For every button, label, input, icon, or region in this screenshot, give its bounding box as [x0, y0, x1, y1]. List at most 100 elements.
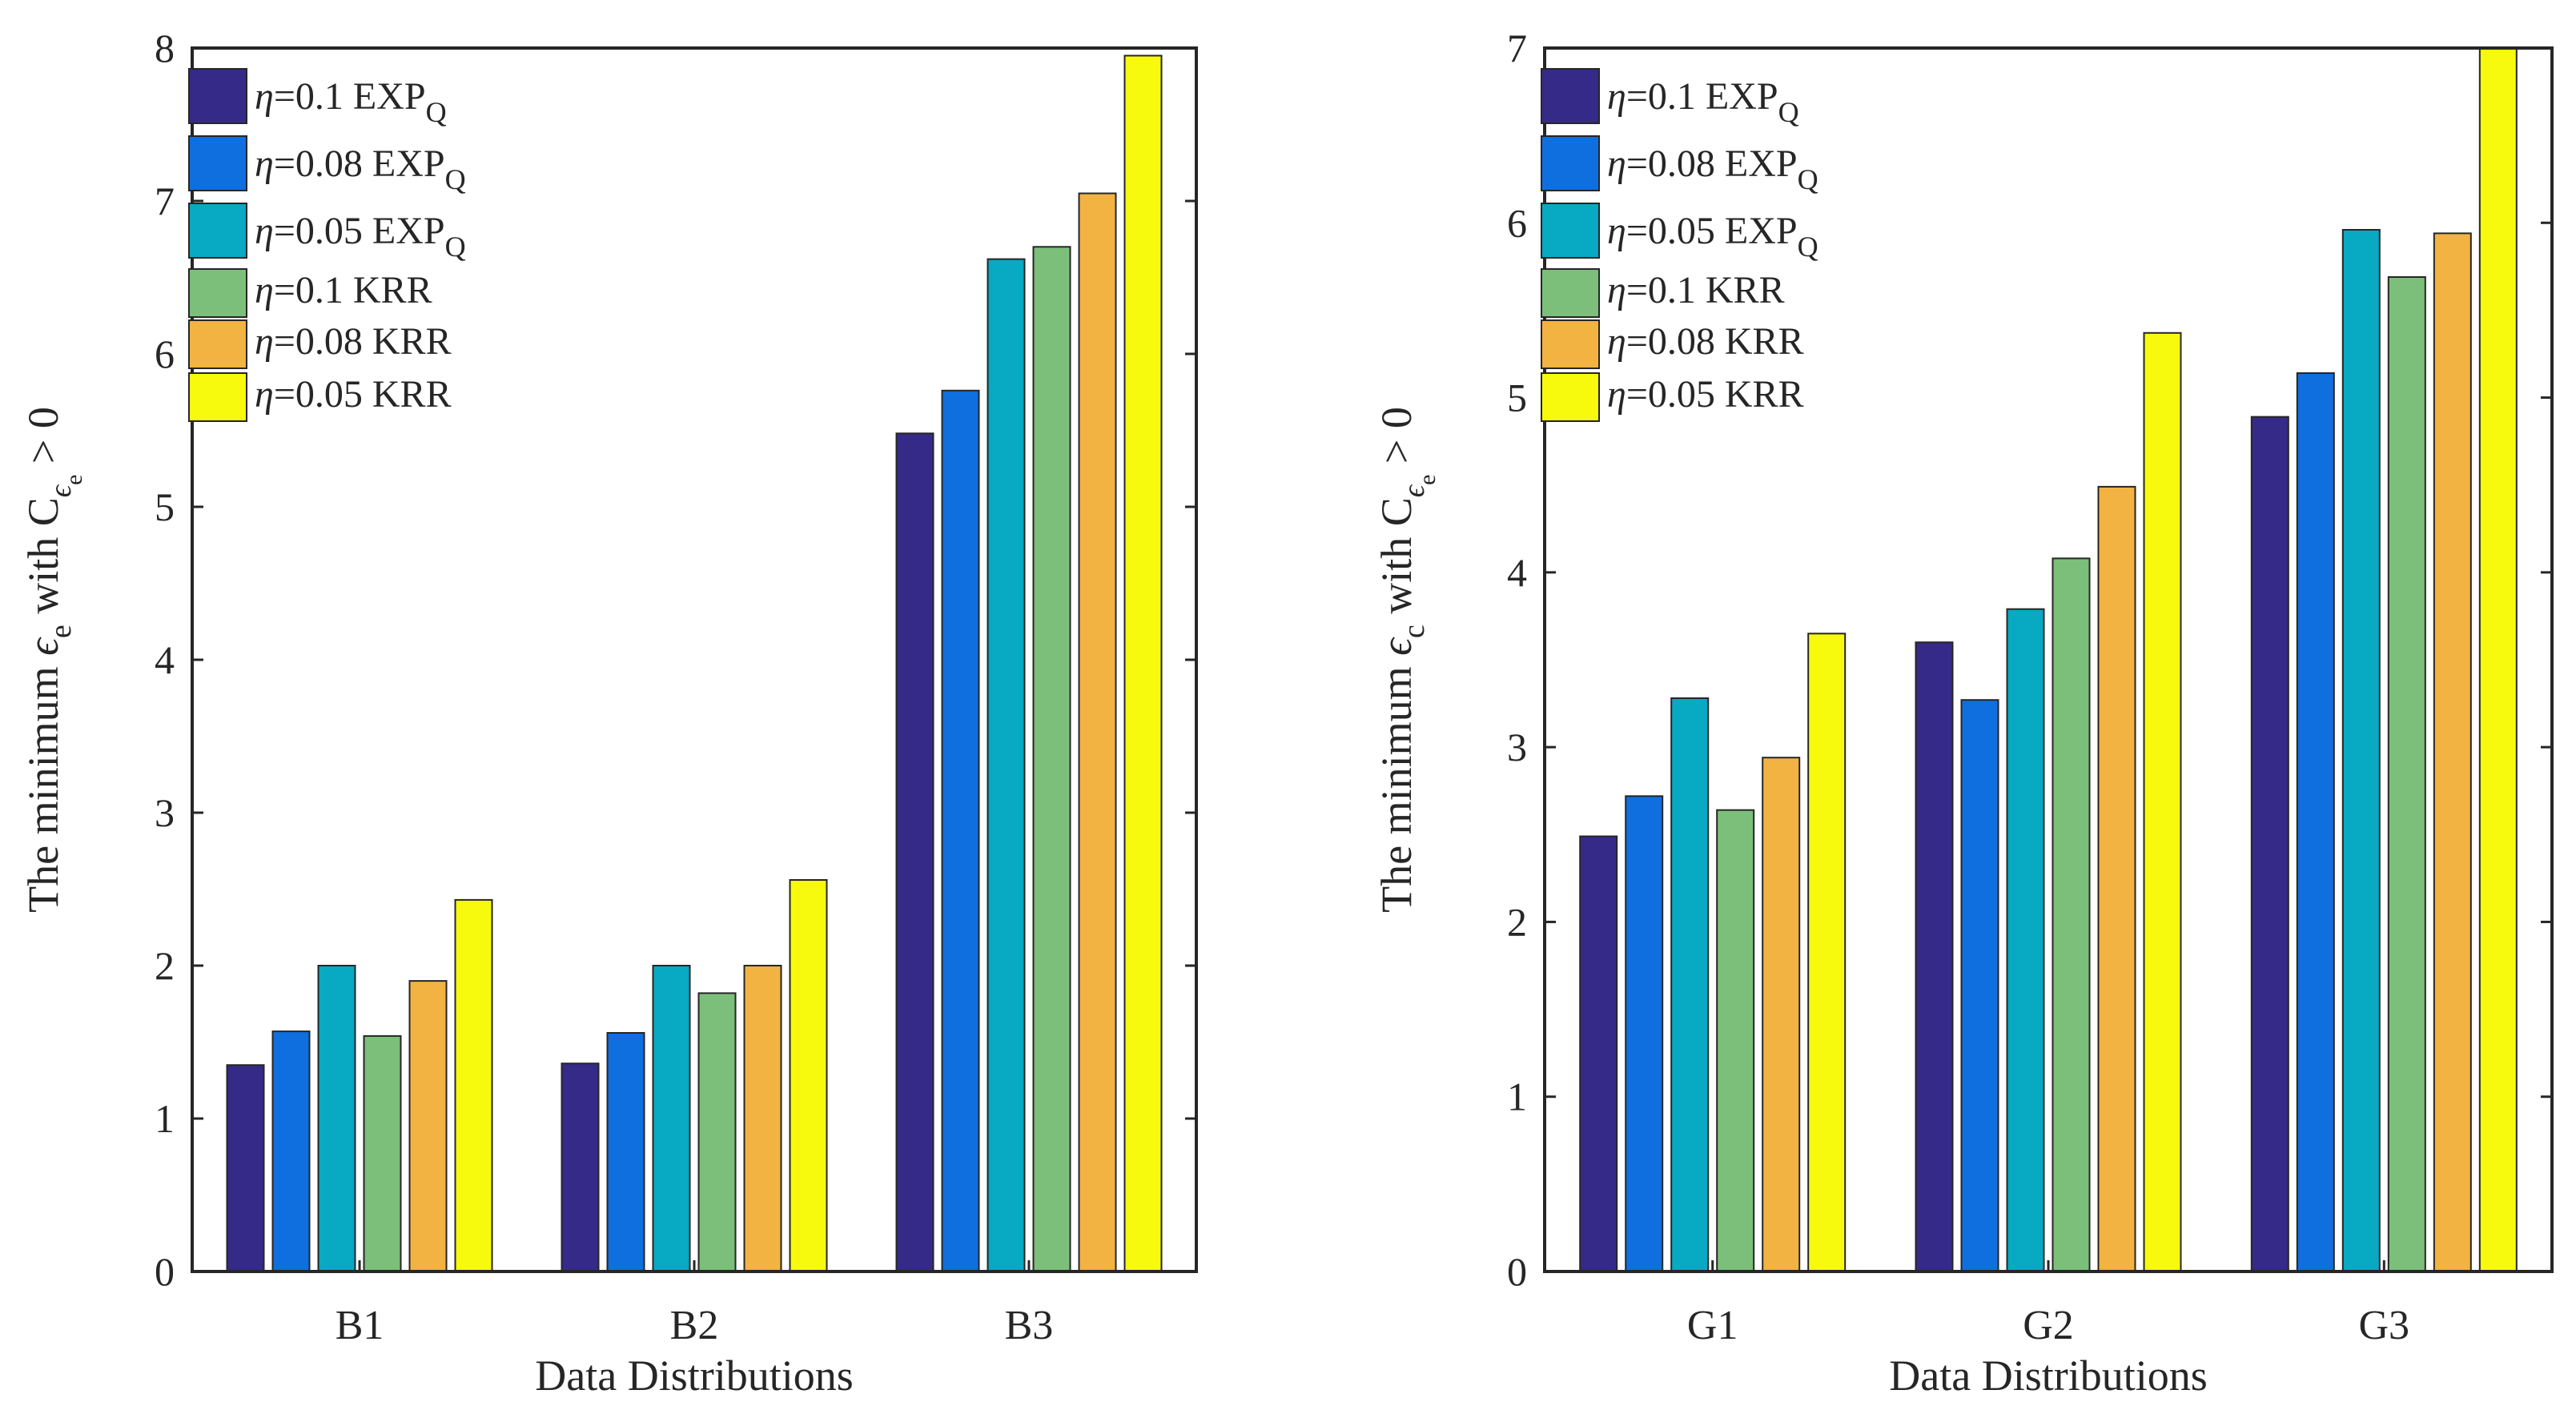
bar-b3-series-1: [895, 432, 934, 1272]
legend-sub: Q: [445, 163, 466, 195]
y-label-sub: c: [1397, 625, 1431, 638]
y-axis-label: The minimum ϵc with Cϵe > 0: [1372, 407, 1441, 913]
y-label-sub: e: [44, 625, 78, 638]
chart-right: G1 G2 G3 0 1 2 3 4 5 6 7 Data Distributions The mini…: [1372, 26, 2554, 1400]
legend-label-5: η=0.08 KRR: [1607, 320, 1804, 363]
axes-frame: [191, 46, 1198, 1273]
x-tick-label-b3: B3: [1005, 1303, 1054, 1348]
legend-eta: η: [255, 143, 274, 185]
y-label-suffix: > 0: [19, 407, 67, 474]
bar-b1-series-4: [363, 1034, 402, 1273]
bar-b2-series-1: [561, 1063, 600, 1272]
y-tick-label: 3: [1507, 725, 1527, 769]
bar-b1-series-5: [408, 980, 448, 1272]
y-tick-label: 0: [1507, 1249, 1527, 1294]
bar-g3-series-6: [2478, 47, 2518, 1272]
y-tick-label: 0: [155, 1249, 175, 1294]
bar-g2-series-1: [1915, 641, 1954, 1272]
y-tick-label: 5: [155, 484, 175, 529]
bar-b3-series-2: [941, 389, 980, 1272]
x-axis-label: Data Distributions: [535, 1352, 853, 1400]
legend-label-4: η=0.1 KRR: [1607, 269, 1785, 311]
y-label-prefix: The minimum: [1372, 656, 1421, 913]
legend-swatch-1: [188, 68, 247, 124]
legend-label-1: η=0.1 EXPQ: [255, 75, 447, 128]
y-tick-label: 6: [1507, 200, 1527, 245]
legend-swatch-5: [188, 319, 247, 369]
legend-label-5: η=0.08 KRR: [255, 320, 452, 363]
y-label-mid: with C: [19, 497, 67, 625]
y-tick-label: 3: [155, 790, 175, 835]
bar-g2-series-3: [2006, 608, 2045, 1272]
bar-g2-series-6: [2143, 331, 2182, 1272]
y-label-symbol: ϵ: [19, 637, 67, 656]
legend-label-4: η=0.1 KRR: [255, 269, 432, 311]
legend-text: =0.1 EXP: [274, 75, 426, 118]
legend-swatch-4: [1541, 268, 1600, 318]
bar-g1-series-3: [1670, 697, 1710, 1272]
bar-g3-series-3: [2341, 229, 2381, 1272]
legend-swatch-3: [1541, 203, 1600, 259]
y-tick-label: 4: [155, 637, 175, 682]
legend-label-3: η=0.05 EXPQ: [255, 210, 466, 263]
y-tick-label: 2: [155, 943, 175, 988]
legend-swatch-1: [1541, 68, 1600, 124]
bar-g3-series-1: [2250, 416, 2289, 1272]
legend-sub: Q: [1798, 163, 1818, 195]
bar-g2-series-4: [2052, 557, 2091, 1272]
bar-g1-series-2: [1625, 795, 1664, 1272]
y-tick-label: 2: [1507, 899, 1527, 944]
legend-label-6: η=0.05 KRR: [1607, 373, 1804, 416]
x-tick-label-g2: G2: [2023, 1303, 2074, 1348]
bar-g1-series-6: [1807, 633, 1847, 1272]
legend-eta: η: [255, 373, 274, 416]
legend-swatch-3: [188, 203, 247, 259]
legend-label-3: η=0.05 EXPQ: [1607, 210, 1818, 263]
bar-g1-series-1: [1579, 835, 1618, 1272]
legend-eta: η: [255, 320, 274, 363]
legend-label-6: η=0.05 KRR: [255, 373, 452, 416]
bar-g2-series-5: [2097, 485, 2136, 1272]
y-label-mid: with C: [1372, 497, 1421, 625]
legend-text: =0.05 EXP: [1626, 210, 1798, 252]
legend-sub: Q: [426, 96, 447, 128]
bar-b2-series-5: [743, 965, 782, 1272]
legend-text: =0.1 KRR: [274, 269, 432, 311]
y-tick-label: 5: [1507, 376, 1527, 420]
x-tick-label-b1: B1: [336, 1303, 384, 1348]
legend-swatch-6: [188, 372, 247, 422]
bar-b2-series-6: [789, 879, 828, 1272]
y-tick-label: 8: [155, 26, 175, 70]
y-label-symbol: ϵ: [1372, 637, 1421, 656]
legend-sub: Q: [1778, 96, 1799, 128]
bar-b3-series-5: [1078, 192, 1117, 1272]
x-tick-label-b2: B2: [670, 1303, 719, 1348]
y-label-c-subsub: e: [61, 475, 87, 485]
legend-eta: η: [255, 269, 274, 311]
legend-swatch-2: [188, 135, 247, 191]
legend-eta: η: [255, 210, 274, 252]
legend-text: =0.08 EXP: [274, 143, 445, 185]
legend-swatch-5: [1541, 319, 1600, 369]
legend-swatch-4: [188, 268, 247, 318]
legend-label-1: η=0.1 EXPQ: [1607, 75, 1799, 128]
bar-g2-series-2: [1960, 699, 1999, 1272]
legend-text: =0.1 KRR: [1626, 269, 1785, 311]
legend-sub: Q: [1798, 231, 1818, 263]
legend-text: =0.08 KRR: [274, 320, 452, 363]
y-tick-label: 4: [1507, 550, 1527, 595]
bar-b3-series-6: [1123, 54, 1163, 1272]
y-label-prefix: The minimum: [19, 656, 67, 913]
axes-frame: [1543, 46, 2554, 1273]
legend-swatch-6: [1541, 372, 1600, 422]
bar-b3-series-4: [1032, 246, 1071, 1272]
bar-b1-series-3: [317, 965, 356, 1272]
legend-eta: η: [1607, 320, 1626, 363]
legend-label-2: η=0.08 EXPQ: [255, 143, 466, 195]
legend-label-2: η=0.08 EXPQ: [1607, 143, 1818, 195]
bar-b2-series-2: [606, 1032, 645, 1272]
bar-b1-series-2: [271, 1030, 311, 1272]
bar-b1-series-6: [454, 898, 493, 1273]
